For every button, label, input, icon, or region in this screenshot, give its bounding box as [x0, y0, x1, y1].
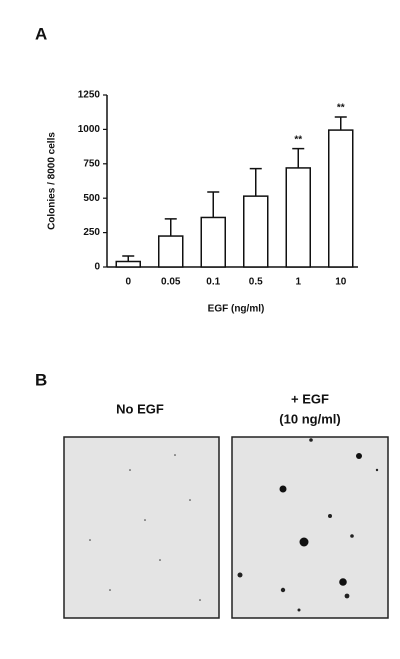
- y-tick-label: 750: [83, 158, 100, 169]
- x-tick-label: 0.5: [249, 277, 263, 288]
- y-tick-label: 0: [94, 262, 100, 273]
- error-bar: [334, 116, 347, 131]
- y-tick-label: 500: [83, 193, 100, 204]
- x-tick-label: 0: [125, 277, 131, 288]
- y-tick-label: 1000: [78, 124, 101, 135]
- image-label: No EGF: [116, 401, 164, 416]
- bar: [200, 216, 226, 268]
- bar: [158, 235, 184, 268]
- bar: [328, 129, 354, 268]
- y-axis-label: Colonies / 8000 cells: [47, 132, 58, 230]
- x-axis-label: EGF (ng/ml): [208, 304, 265, 315]
- image-label: + EGF: [291, 391, 329, 406]
- photo-right: [231, 436, 389, 619]
- panel-label: B: [35, 370, 47, 389]
- error-bar: [122, 255, 135, 262]
- significance-label: **: [337, 103, 345, 114]
- panel-label: A: [35, 24, 47, 43]
- y-tick-label: 1250: [78, 90, 101, 101]
- bar: [115, 260, 141, 268]
- x-tick-label: 1: [295, 277, 301, 288]
- error-bar: [164, 218, 177, 237]
- error-bar: [207, 191, 220, 218]
- significance-label: **: [294, 134, 302, 145]
- image-label: (10 ng/ml): [279, 411, 340, 426]
- x-tick-label: 10: [335, 277, 347, 288]
- bar: [285, 167, 311, 268]
- x-tick-label: 0.1: [206, 277, 220, 288]
- y-tick-label: 250: [83, 227, 100, 238]
- x-tick-label: 0.05: [161, 277, 181, 288]
- bar: [243, 195, 269, 268]
- photo-left: [63, 436, 220, 619]
- error-bar: [249, 167, 262, 197]
- error-bar: [292, 147, 305, 168]
